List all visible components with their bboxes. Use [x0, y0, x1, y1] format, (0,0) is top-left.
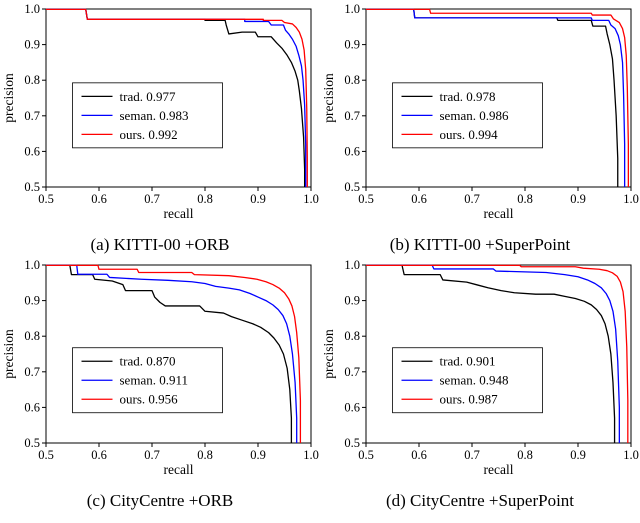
x-tick-label: 0.9 [250, 448, 266, 462]
y-tick-label: 0.8 [344, 329, 360, 343]
curve-seman [366, 8, 626, 187]
x-tick-label: 0.5 [38, 192, 54, 206]
legend-label-trad: trad. 0.978 [440, 89, 496, 104]
curve-seman [46, 264, 298, 443]
y-tick-label: 0.8 [24, 329, 40, 343]
x-tick-label: 0.6 [411, 448, 427, 462]
legend-label-trad: trad. 0.901 [440, 354, 496, 369]
subplot-caption-d: (d) CityCentre +SuperPoint [385, 491, 575, 510]
y-tick-label: 1.0 [344, 259, 360, 272]
y-axis-label: precision [1, 73, 16, 123]
x-tick-label: 0.7 [464, 448, 480, 462]
y-axis-label: precision [321, 73, 336, 123]
y-tick-label: 0.7 [24, 109, 40, 123]
y-axis-label: precision [1, 329, 16, 379]
curve-ours [46, 8, 308, 187]
x-tick-label: 0.8 [197, 448, 213, 462]
subplot-grid: 0.5 0.6 0.7 0.8 0.9 1.0 0.5 0.6 0.7 0.8 0.9 1.0 reca… [0, 3, 640, 515]
y-tick-label: 0.6 [24, 400, 40, 414]
legend-label-trad: trad. 0.870 [120, 354, 176, 369]
plot-kitti00-superpoint: 0.5 0.6 0.7 0.8 0.9 1.0 0.5 0.6 0.7 0.8 0.9 1.0 reca… [321, 3, 639, 221]
x-tick-label: 0.5 [358, 448, 374, 462]
subplot-a: 0.5 0.6 0.7 0.8 0.9 1.0 0.5 0.6 0.7 0.8 0.9 1.0 reca… [0, 3, 320, 259]
legend-label-ours: ours. 0.992 [120, 127, 178, 142]
x-tick-label: 0.8 [197, 192, 213, 206]
y-tick-label: 0.6 [344, 400, 360, 414]
x-tick-label: 0.9 [570, 448, 586, 462]
x-axis-label: recall [164, 462, 194, 477]
x-tick-label: 0.8 [517, 192, 533, 206]
y-tick-label: 0.9 [24, 294, 40, 308]
x-axis-label: recall [484, 206, 514, 221]
y-tick-label: 0.9 [344, 294, 360, 308]
x-tick-label: 1.0 [623, 192, 639, 206]
legend-label-seman: seman. 0.983 [120, 108, 189, 123]
x-tick-label: 1.0 [303, 192, 319, 206]
legend-box [392, 347, 543, 414]
curve-ours [46, 264, 302, 443]
legend-label-trad: trad. 0.977 [120, 89, 176, 104]
curve-ours [366, 8, 630, 187]
x-axis-label: recall [164, 206, 194, 221]
y-tick-label: 0.5 [24, 180, 40, 194]
y-tick-label: 1.0 [24, 259, 40, 272]
legend-label-ours: ours. 0.956 [120, 392, 179, 407]
x-tick-label: 0.8 [517, 448, 533, 462]
x-tick-label: 1.0 [303, 448, 319, 462]
x-tick-label: 1.0 [623, 448, 639, 462]
y-tick-label: 0.8 [344, 73, 360, 87]
curve-trad [366, 264, 616, 443]
subplot-c: 0.5 0.6 0.7 0.8 0.9 1.0 0.5 0.6 0.7 0.8 0.9 1.0 reca… [0, 259, 320, 515]
y-axis-label: precision [321, 329, 336, 379]
legend-label-seman: seman. 0.986 [440, 108, 509, 123]
subplot-b: 0.5 0.6 0.7 0.8 0.9 1.0 0.5 0.6 0.7 0.8 0.9 1.0 reca… [320, 3, 640, 259]
legend-label-ours: ours. 0.987 [440, 392, 499, 407]
y-tick-label: 0.6 [24, 144, 40, 158]
subplot-caption-c: (c) CityCentre +ORB [86, 491, 234, 510]
subplot-d: 0.5 0.6 0.7 0.8 0.9 1.0 0.5 0.6 0.7 0.8 0.9 1.0 reca… [320, 259, 640, 515]
subplot-caption-b: (b) KITTI-00 +SuperPoint [389, 235, 571, 254]
curve-ours [366, 264, 629, 443]
y-tick-label: 0.8 [24, 73, 40, 87]
y-tick-label: 0.5 [344, 436, 360, 450]
y-tick-label: 0.9 [344, 38, 360, 52]
x-tick-label: 0.5 [358, 192, 374, 206]
legend-label-seman: seman. 0.911 [120, 373, 188, 388]
x-tick-label: 0.6 [411, 192, 427, 206]
curve-seman [366, 264, 620, 443]
y-tick-label: 1.0 [24, 3, 40, 16]
y-tick-label: 0.7 [344, 365, 360, 379]
x-tick-label: 0.9 [250, 192, 266, 206]
x-axis-label: recall [484, 462, 514, 477]
x-tick-label: 0.5 [38, 448, 54, 462]
plot-kitti00-orb: 0.5 0.6 0.7 0.8 0.9 1.0 0.5 0.6 0.7 0.8 0.9 1.0 reca… [1, 3, 319, 221]
x-tick-label: 0.9 [570, 192, 586, 206]
legend-label-seman: seman. 0.948 [440, 373, 509, 388]
y-tick-label: 0.9 [24, 38, 40, 52]
curve-trad [46, 264, 293, 443]
y-tick-label: 0.5 [344, 180, 360, 194]
y-tick-label: 0.7 [344, 109, 360, 123]
x-tick-label: 0.7 [464, 192, 480, 206]
x-tick-label: 0.7 [144, 192, 160, 206]
plot-citycentre-superpoint: 0.5 0.6 0.7 0.8 0.9 1.0 0.5 0.6 0.7 0.8 0.9 1.0 reca… [321, 259, 639, 477]
y-tick-label: 1.0 [344, 3, 360, 16]
y-tick-label: 0.5 [24, 436, 40, 450]
y-tick-label: 0.6 [344, 144, 360, 158]
x-tick-label: 0.7 [144, 448, 160, 462]
plot-citycentre-orb: 0.5 0.6 0.7 0.8 0.9 1.0 0.5 0.6 0.7 0.8 0.9 1.0 reca… [1, 259, 319, 477]
legend-label-ours: ours. 0.994 [440, 127, 499, 142]
x-tick-label: 0.6 [91, 192, 107, 206]
y-tick-label: 0.7 [24, 365, 40, 379]
x-tick-label: 0.6 [91, 448, 107, 462]
subplot-caption-a: (a) KITTI-00 +ORB [90, 235, 230, 254]
curve-trad [46, 8, 306, 187]
